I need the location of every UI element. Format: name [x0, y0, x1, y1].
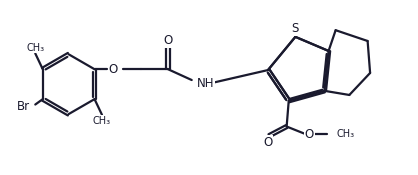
Text: CH₃: CH₃: [93, 116, 111, 126]
Text: O: O: [263, 136, 273, 149]
Text: CH₃: CH₃: [26, 43, 44, 53]
Text: O: O: [305, 128, 314, 141]
Text: O: O: [163, 34, 173, 47]
Text: Br: Br: [17, 100, 30, 113]
Text: CH₃: CH₃: [337, 129, 355, 139]
Text: NH: NH: [197, 77, 214, 90]
Text: O: O: [108, 63, 117, 76]
Text: S: S: [291, 22, 298, 35]
